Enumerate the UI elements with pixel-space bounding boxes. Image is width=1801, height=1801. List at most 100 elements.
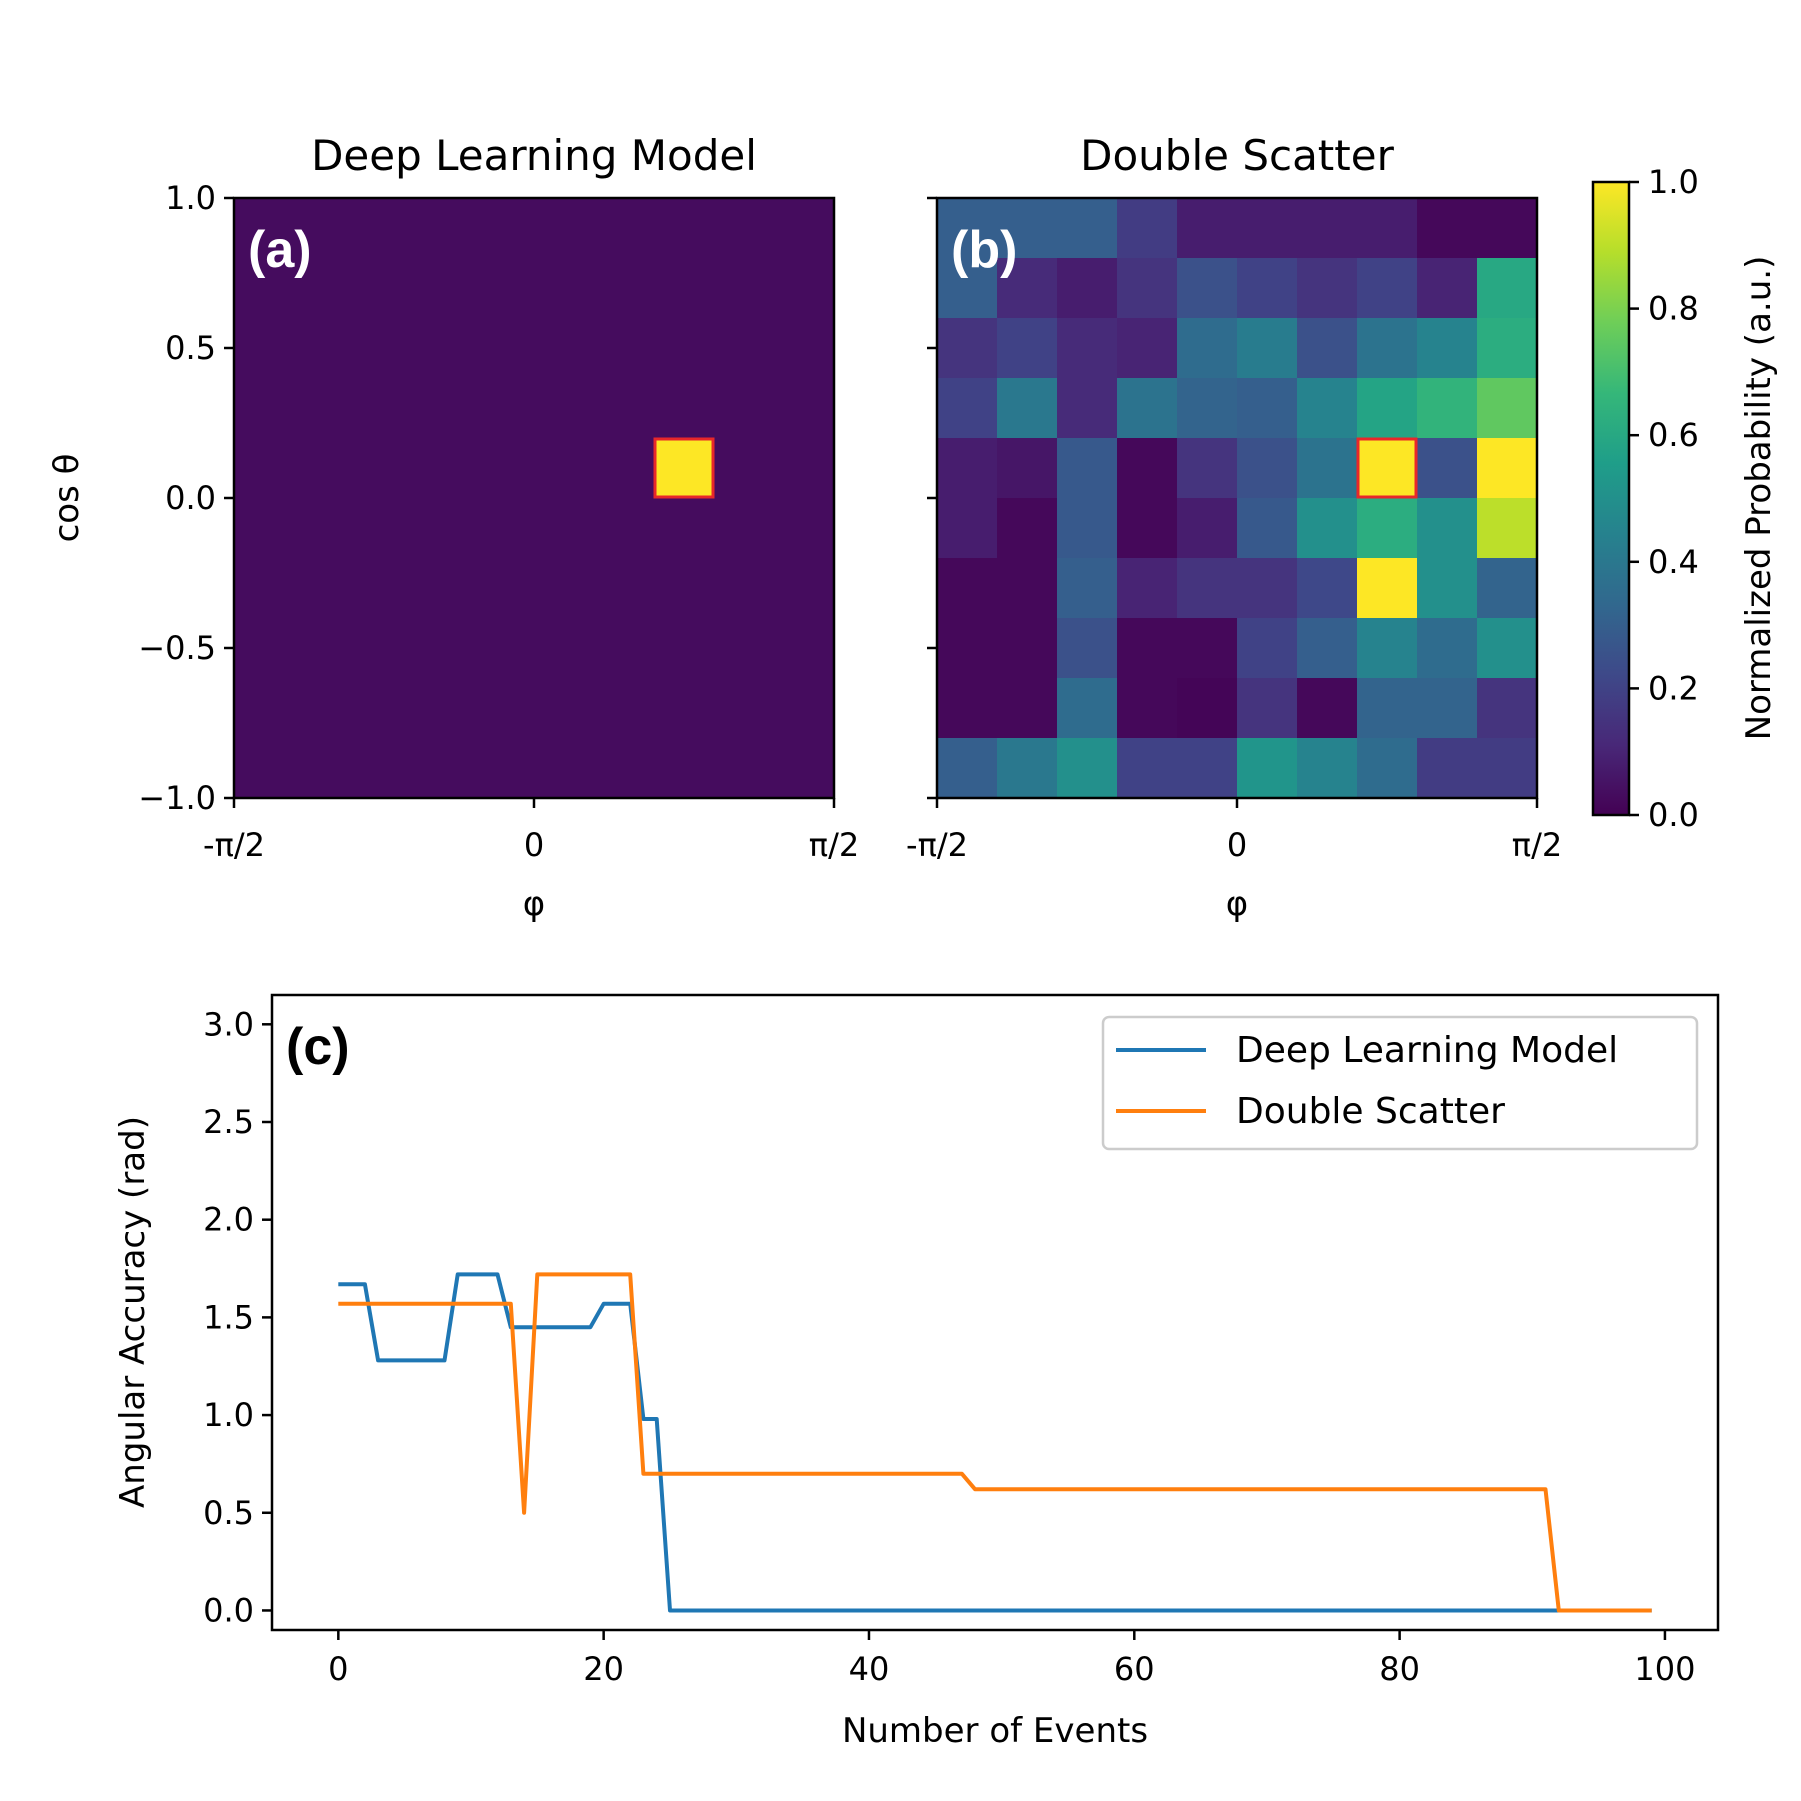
colorbar-tick-label: 0.6: [1648, 416, 1699, 454]
panel-b-heatmap: Double Scatter (b) -π/2 0 π/2 φ: [906, 131, 1562, 924]
panel-c-series: [338, 1272, 1652, 1613]
heatmap-cell: [354, 318, 415, 379]
heatmap-cell: [1417, 318, 1478, 379]
heatmap-cell: [414, 318, 475, 379]
heatmap-cell: [1297, 378, 1358, 439]
heatmap-cell: [1297, 738, 1358, 799]
heatmap-cell: [1477, 438, 1538, 499]
heatmap-cell: [1057, 198, 1118, 259]
heatmap-cell: [774, 678, 835, 739]
y-tick-label: 3.0: [203, 1005, 254, 1043]
y-tick-label: 2.0: [203, 1201, 254, 1239]
heatmap-cell: [534, 378, 595, 439]
heatmap-cell: [414, 498, 475, 559]
legend: Deep Learning Model Double Scatter: [1101, 1015, 1699, 1151]
panel-c-frame: [270, 993, 1720, 1632]
x-tick-label: 0: [524, 826, 544, 864]
heatmap-cell: [1357, 198, 1418, 259]
heatmap-cell: [1117, 498, 1178, 559]
heatmap-cell: [534, 198, 595, 259]
heatmap-cell: [654, 678, 715, 739]
heatmap-cell: [1297, 618, 1358, 679]
heatmap-cell: [1417, 738, 1478, 799]
heatmap-cell: [1417, 438, 1478, 499]
heatmap-cell: [1117, 258, 1178, 319]
heatmap-cell: [997, 378, 1058, 439]
heatmap-cell: [774, 258, 835, 319]
heatmap-cell: [294, 378, 355, 439]
x-tick-label: π/2: [1512, 826, 1562, 864]
heatmap-cell: [474, 558, 535, 619]
heatmap-cell: [1237, 438, 1298, 499]
heatmap-cell: [1177, 558, 1238, 619]
heatmap-cell: [294, 318, 355, 379]
heatmap-cell: [474, 498, 535, 559]
colorbar-bar: [1591, 180, 1631, 817]
x-tick-label: -π/2: [203, 826, 265, 864]
heatmap-cell: [234, 198, 295, 259]
heatmap-cell: [714, 618, 775, 679]
heatmap-cell: [937, 678, 998, 739]
heatmap-cell: [474, 198, 535, 259]
legend-label-deep-learning: Deep Learning Model: [1236, 1030, 1618, 1071]
heatmap-cell: [1117, 438, 1178, 499]
series-line-double-scatter: [338, 1272, 1652, 1613]
heatmap-cell: [594, 618, 655, 679]
heatmap-cell: [1417, 618, 1478, 679]
heatmap-cell: [234, 378, 295, 439]
y-tick-label: −1.0: [138, 779, 216, 817]
heatmap-cell: [1417, 198, 1478, 259]
heatmap-cell: [1417, 378, 1478, 439]
heatmap-cell: [1297, 198, 1358, 259]
heatmap-cell: [1177, 738, 1238, 799]
heatmap-cell: [1237, 498, 1298, 559]
x-tick-label: 60: [1114, 1650, 1155, 1688]
heatmap-cell: [354, 678, 415, 739]
heatmap-cell: [937, 258, 998, 319]
heatmap-cell: [1237, 618, 1298, 679]
heatmap-cell: [654, 258, 715, 319]
heatmap-cell: [1357, 438, 1418, 499]
heatmap-cell: [234, 618, 295, 679]
heatmap-cell: [1117, 198, 1178, 259]
heatmap-cell: [997, 618, 1058, 679]
heatmap-cell: [234, 258, 295, 319]
heatmap-cell: [937, 198, 998, 259]
y-tick-label: 0.5: [203, 1494, 254, 1532]
heatmap-cell: [714, 318, 775, 379]
colorbar-label: Normalized Probability (a.u.): [1739, 256, 1779, 741]
heatmap-cell: [714, 258, 775, 319]
heatmap-cell: [654, 738, 715, 799]
heatmap-cell: [1117, 378, 1178, 439]
colorbar-tick-label: 0.4: [1648, 543, 1699, 581]
heatmap-cell: [997, 678, 1058, 739]
heatmap-cell: [1057, 678, 1118, 739]
panel-a-cells: [234, 198, 835, 799]
panel-a-title: Deep Learning Model: [311, 131, 757, 180]
series-line-deep-learning: [338, 1272, 1652, 1613]
heatmap-cell: [354, 558, 415, 619]
heatmap-cell: [997, 438, 1058, 499]
heatmap-cell: [594, 318, 655, 379]
heatmap-cell: [937, 738, 998, 799]
heatmap-cell: [774, 318, 835, 379]
heatmap-cell: [654, 498, 715, 559]
panel-b-ticks: -π/2 0 π/2: [906, 196, 1562, 864]
panel-b-label: (b): [951, 221, 1017, 279]
heatmap-cell: [534, 618, 595, 679]
heatmap-cell: [474, 378, 535, 439]
heatmap-cell: [234, 678, 295, 739]
x-tick-label: -π/2: [906, 826, 968, 864]
heatmap-cell: [997, 318, 1058, 379]
heatmap-cell: [654, 558, 715, 619]
heatmap-cell: [1357, 558, 1418, 619]
heatmap-cell: [937, 498, 998, 559]
heatmap-cell: [474, 318, 535, 379]
y-tick-label: 0.5: [165, 329, 216, 367]
heatmap-cell: [937, 438, 998, 499]
heatmap-cell: [1177, 198, 1238, 259]
legend-label-double-scatter: Double Scatter: [1236, 1091, 1505, 1132]
heatmap-cell: [294, 558, 355, 619]
heatmap-cell: [714, 438, 775, 499]
heatmap-cell: [534, 678, 595, 739]
